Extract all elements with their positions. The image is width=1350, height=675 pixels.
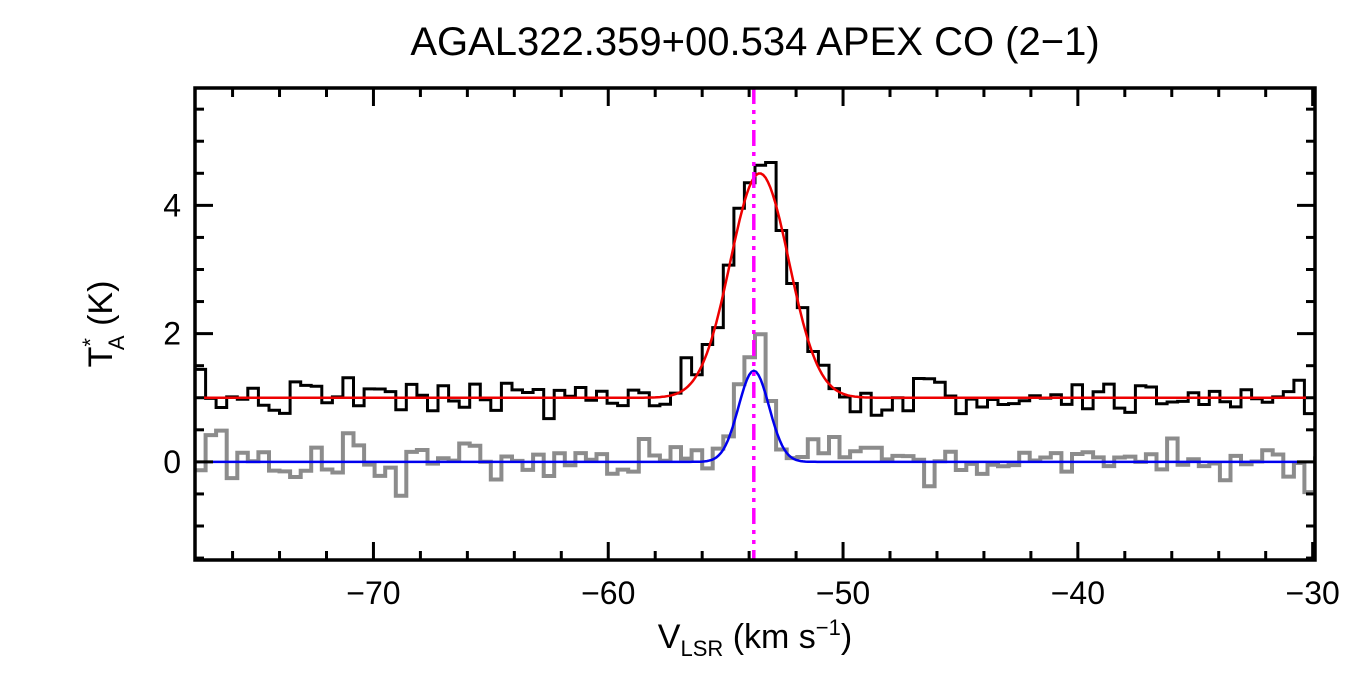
x-label-exponent: −1 [816, 615, 841, 640]
svg-text:4: 4 [163, 187, 181, 223]
x-axis-label: VLSR (km s−1) [658, 615, 852, 661]
x-label-subscript: LSR [680, 636, 723, 661]
x-label-close-paren: ) [841, 618, 852, 656]
svg-text:−40: −40 [1051, 575, 1105, 611]
y-label-subscript: A [104, 335, 129, 350]
gaussian-fit-red [195, 172, 1315, 400]
y-label-superscript: * [78, 338, 103, 347]
svg-text:2: 2 [163, 316, 181, 352]
y-label-main: T [82, 347, 120, 368]
y-axis-label: T*A (K) [78, 281, 129, 368]
plot-frame [193, 86, 1317, 562]
smoothed-spectrum-gray [195, 332, 1315, 498]
plot-title: AGAL322.359+00.534 APEX CO (2−1) [410, 20, 1099, 64]
svg-text:−60: −60 [581, 575, 635, 611]
svg-text:0: 0 [163, 444, 181, 480]
svg-text:−30: −30 [1286, 575, 1340, 611]
svg-text:−50: −50 [816, 575, 870, 611]
spectrum-series [195, 88, 1315, 560]
x-label-main: V [658, 618, 681, 656]
x-label-units: (km s [723, 618, 816, 656]
svg-text:−70: −70 [346, 575, 400, 611]
y-label-units: (K) [82, 281, 120, 336]
gaussian-fit-blue [195, 369, 1315, 464]
axis-tick-labels: −70 −60 −50 −40 −30 0 2 4 [163, 187, 1340, 611]
